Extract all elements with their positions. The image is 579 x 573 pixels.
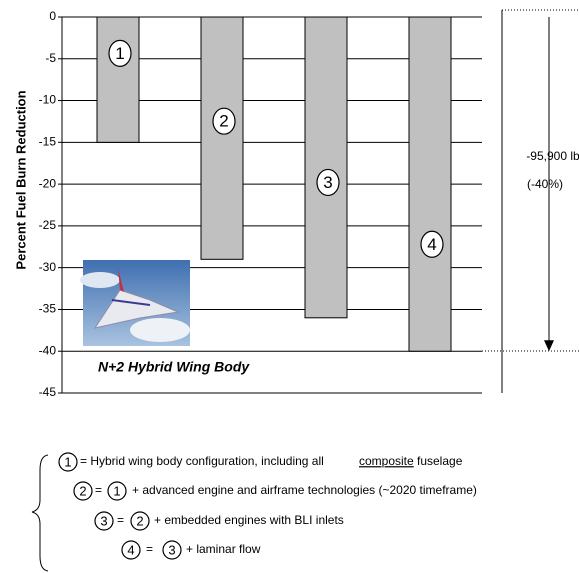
legend-text: + advanced engine and airframe technolog… (132, 483, 477, 497)
y-tick-label: -45 (39, 385, 57, 399)
legend-circle (121, 540, 141, 560)
legend-text: fuselage (417, 454, 463, 468)
y-tick-label: -5 (45, 51, 56, 65)
legend-circle (162, 540, 182, 560)
legend-text: = (95, 483, 102, 497)
legend-text: + embedded engines with BLI inlets (154, 513, 344, 527)
legend-circle (94, 511, 114, 531)
legend-number: 1 (64, 454, 71, 469)
legend-text: composite (359, 454, 414, 468)
legend-number: 2 (136, 513, 143, 528)
annotation-text: -95,900 lb (526, 149, 579, 163)
legend-circle (107, 481, 127, 501)
y-tick-label: -20 (39, 176, 57, 190)
annotation-text: (-40%) (527, 177, 563, 191)
bar-label-circle (316, 168, 340, 197)
bar-label: 4 (427, 235, 436, 254)
bar (96, 16, 140, 143)
bar (408, 16, 452, 352)
y-tick-label: 0 (49, 9, 56, 23)
legend-number: 1 (113, 483, 120, 498)
bar (304, 16, 348, 319)
y-tick-label: -10 (39, 93, 57, 107)
brace (31, 454, 49, 572)
legend-text: = Hybrid wing body configuration, includ… (80, 454, 324, 468)
legend-number: 2 (79, 483, 86, 498)
legend-number: 4 (127, 542, 134, 557)
y-tick-label: -15 (39, 135, 57, 149)
y-axis-label: Percent Fuel Burn Reduction (13, 90, 28, 269)
legend-text: = (117, 513, 124, 527)
bar (200, 16, 244, 260)
bar-label: 3 (323, 173, 332, 192)
y-tick-label: -35 (39, 302, 57, 316)
bar-label-circle (212, 107, 236, 135)
bar-label-circle (108, 39, 132, 67)
annotation-arrowhead (544, 340, 554, 352)
legend-text: = (146, 542, 153, 556)
legend-number: 3 (168, 542, 175, 557)
bar-label: 1 (115, 44, 124, 63)
legend-circle (130, 511, 150, 531)
legend-text: + laminar flow (186, 542, 261, 556)
bar-label: 2 (219, 112, 228, 131)
legend-circle (73, 481, 93, 501)
y-tick-label: -40 (39, 343, 57, 357)
y-tick-label: -25 (39, 218, 57, 232)
inset-label: N+2 Hybrid Wing Body (98, 359, 250, 375)
bar-label-circle (420, 230, 444, 258)
y-tick-label: -30 (39, 260, 57, 274)
inset-image (80, 260, 190, 346)
legend-circle (58, 452, 78, 472)
legend-number: 3 (100, 513, 107, 528)
